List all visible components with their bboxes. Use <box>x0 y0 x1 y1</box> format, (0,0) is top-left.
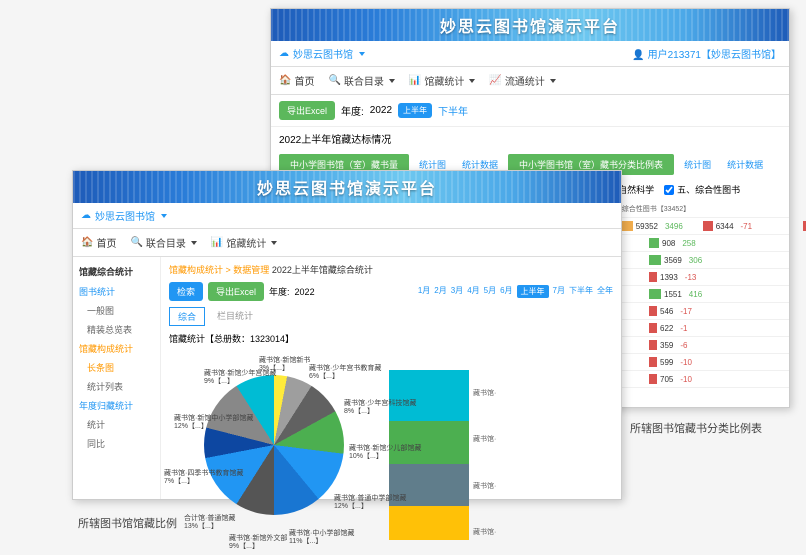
checkbox-input[interactable] <box>664 185 674 195</box>
banner: 妙思云图书馆演示平台 <box>271 9 789 41</box>
sidebar-title: 馆藏综合统计 <box>73 261 160 282</box>
tab-link[interactable]: 统计图 <box>678 155 717 174</box>
breadcrumb: 馆藏构成统计 > 数据管理 2022上半年馆藏综合统计 <box>169 261 613 278</box>
total-label: 馆藏统计【总册数：1323014】 <box>169 328 613 349</box>
bar <box>649 306 657 316</box>
pie-label: 藏书馆·中小学部馆藏11%【...】 <box>289 530 354 547</box>
chevron-down-icon <box>550 79 556 83</box>
pie-label: 藏书馆·新馆中小学部馆藏12%【...】 <box>174 415 253 432</box>
export-button[interactable]: 导出Excel <box>208 282 264 301</box>
bar <box>649 340 657 350</box>
chevron-down-icon <box>161 214 167 218</box>
subtab[interactable]: 栏目统计 <box>209 307 261 326</box>
sidebar-item[interactable]: 统计列表 <box>73 377 160 396</box>
stack-label: 藏书馆· <box>473 434 496 444</box>
nav-bar: 🏠 首页 🔍 联合目录 📊 馆藏统计 <box>73 229 621 257</box>
tab-link[interactable]: 统计数据 <box>721 155 769 174</box>
banner-title: 妙思云图书馆演示平台 <box>257 175 437 199</box>
nav-bar: 🏠 首页 🔍 联合目录 📊 馆藏统计 📈 流通统计 <box>271 67 789 95</box>
month-link[interactable]: 1月 <box>418 285 430 298</box>
chevron-down-icon <box>469 79 475 83</box>
month-link[interactable]: 上半年 <box>517 285 549 298</box>
checkbox[interactable]: 五、综合性图书 <box>664 183 740 196</box>
bar <box>649 272 657 282</box>
top-bar: ☁妙思云图书馆 👤 用户213371【妙思云图书馆】 <box>271 41 789 67</box>
sidebar-item[interactable]: 同比 <box>73 434 160 453</box>
pie-label: 藏书馆·普通中学部馆藏12%【...】 <box>334 495 406 512</box>
sidebar-group[interactable]: 年度归藏统计 <box>73 396 160 415</box>
sidebar: 馆藏综合统计 图书统计 一般图 精装总览表 馆藏构成统计 长条图 统计列表 年度… <box>73 257 161 499</box>
bar <box>649 255 661 265</box>
bar <box>649 238 659 248</box>
caption-right: 所辖图书馆藏书分类比例表 <box>630 420 762 436</box>
caption-left: 所辖图书馆馆藏比例 <box>78 515 177 531</box>
nav-catalog[interactable]: 🔍 联合目录 <box>328 73 394 88</box>
month-link[interactable]: 5月 <box>484 285 496 298</box>
month-link[interactable]: 全年 <box>597 285 613 298</box>
bar <box>649 289 661 299</box>
window-pie: 妙思云图书馆演示平台 ☁妙思云图书馆 🏠 首页 🔍 联合目录 📊 馆藏统计 馆藏… <box>72 170 622 500</box>
nav-collection[interactable]: 📊 馆藏统计 <box>409 73 475 88</box>
sidebar-group[interactable]: 馆藏构成统计 <box>73 339 160 358</box>
month-filter: 1月 2月 3月 4月 5月 6月上半年 7月下半年全年 <box>418 285 613 298</box>
month-link[interactable]: 7月 <box>553 285 565 298</box>
month-link[interactable]: 下半年 <box>569 285 593 298</box>
stack-label: 藏书馆· <box>473 388 496 398</box>
stack-label: 藏书馆· <box>473 527 496 537</box>
bar <box>703 221 713 231</box>
month-link[interactable]: 4月 <box>467 285 479 298</box>
search-button[interactable]: 检索 <box>169 282 203 301</box>
pie-label: 藏书馆·新馆外文部9%【...】 <box>229 535 287 552</box>
pie-label: 藏书馆·少年宫书教育藏6%【...】 <box>309 365 381 382</box>
export-button[interactable]: 导出Excel <box>279 101 335 120</box>
stack-labels: 藏书馆· 藏书馆· 藏书馆· 藏书馆· <box>473 370 496 555</box>
year-value: 2022 <box>370 105 392 116</box>
chevron-down-icon <box>389 79 395 83</box>
pie-label: 藏书馆·新馆少儿部馆藏10%【...】 <box>349 445 421 462</box>
bar <box>649 323 657 333</box>
pie-label: 藏书馆·四季书书教育馆藏7%【...】 <box>164 470 243 487</box>
subtab[interactable]: 综合 <box>169 307 205 326</box>
bar <box>649 357 657 367</box>
sidebar-item[interactable]: 一般图 <box>73 301 160 320</box>
pie-label: 藏书馆·新馆少年宫馆藏9%【...】 <box>204 370 276 387</box>
pie-chart: 藏书馆·新馆新书3%【...】藏书馆·少年宫书教育藏6%【...】藏书馆·少年宫… <box>169 355 379 555</box>
org-selector[interactable]: ☁妙思云图书馆 <box>279 46 365 61</box>
half1-button[interactable]: 上半年 <box>398 103 432 118</box>
half2-label[interactable]: 下半年 <box>438 103 468 118</box>
nav-catalog[interactable]: 🔍 联合目录 <box>130 235 196 250</box>
year-label: 年度: <box>341 103 364 118</box>
section-title: 2022上半年馆藏达标情况 <box>271 127 789 150</box>
chevron-down-icon <box>271 241 277 245</box>
user-info[interactable]: 👤 用户213371【妙思云图书馆】 <box>632 46 781 61</box>
banner-title: 妙思云图书馆演示平台 <box>440 13 620 37</box>
sidebar-item[interactable]: 统计 <box>73 415 160 434</box>
month-link[interactable]: 3月 <box>451 285 463 298</box>
chevron-down-icon <box>191 241 197 245</box>
pie-label: 合计馆·普通馆藏13%【...】 <box>184 515 235 532</box>
sidebar-item[interactable]: 精装总览表 <box>73 320 160 339</box>
banner: 妙思云图书馆演示平台 <box>73 171 621 203</box>
bar <box>649 374 657 384</box>
sidebar-group[interactable]: 图书统计 <box>73 282 160 301</box>
month-link[interactable]: 2月 <box>434 285 446 298</box>
org-selector[interactable]: ☁妙思云图书馆 <box>81 208 167 223</box>
sidebar-item-active[interactable]: 长条图 <box>73 358 160 377</box>
nav-home[interactable]: 🏠 首页 <box>279 73 314 88</box>
month-link[interactable]: 6月 <box>500 285 512 298</box>
nav-home[interactable]: 🏠 首页 <box>81 235 116 250</box>
toolbar: 导出Excel 年度: 2022 上半年 下半年 <box>271 95 789 127</box>
chart-area: 藏书馆·新馆新书3%【...】藏书馆·少年宫书教育藏6%【...】藏书馆·少年宫… <box>169 355 613 555</box>
chevron-down-icon <box>359 52 365 56</box>
pie-graphic <box>204 375 344 515</box>
pie-label: 藏书馆·少年宫科技馆藏8%【...】 <box>344 400 416 417</box>
stack-label: 藏书馆· <box>473 481 496 491</box>
top-bar: ☁妙思云图书馆 <box>73 203 621 229</box>
nav-collection[interactable]: 📊 馆藏统计 <box>211 235 277 250</box>
toolbar2: 检索 导出Excel 年度:2022 1月2月3月4月5月6月上半年7月下半年全… <box>169 278 613 305</box>
main-panel: 馆藏构成统计 > 数据管理 2022上半年馆藏综合统计 检索 导出Excel 年… <box>161 257 621 499</box>
nav-flow[interactable]: 📈 流通统计 <box>489 73 555 88</box>
